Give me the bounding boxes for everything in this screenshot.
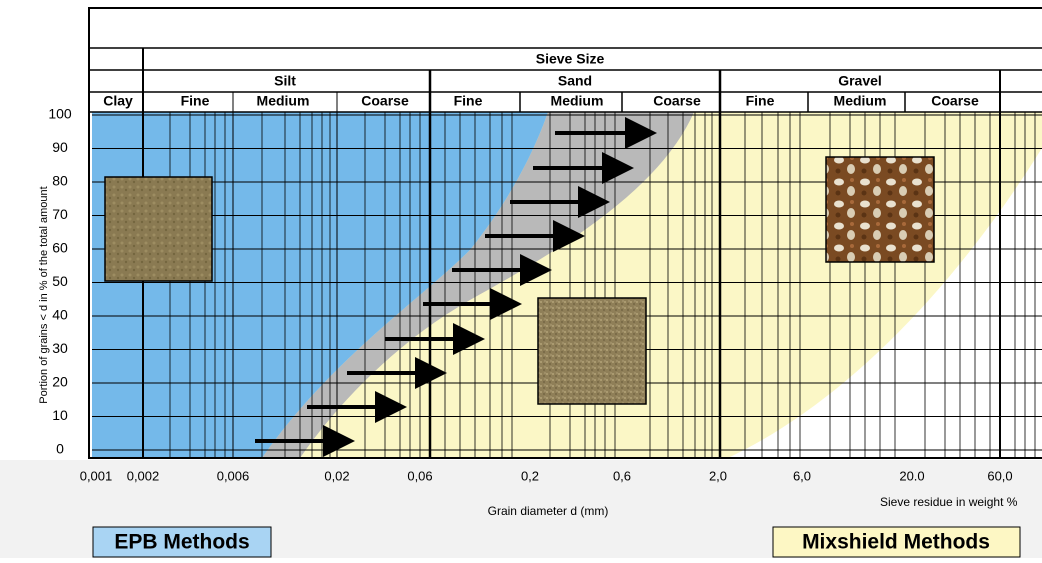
method-label: EPB Methods bbox=[114, 531, 249, 554]
x-tick-label: 0,006 bbox=[217, 468, 250, 483]
x-tick-label: 2,0 bbox=[709, 468, 727, 483]
y-tick-label: 40 bbox=[52, 307, 68, 323]
x-tick-label: 60,0 bbox=[987, 468, 1012, 483]
x-tick-label: 0,2 bbox=[521, 468, 539, 483]
class-label: Medium bbox=[257, 93, 310, 109]
class-label: Fine bbox=[746, 93, 775, 109]
frame bbox=[88, 7, 1042, 459]
y-tick-label: 50 bbox=[52, 273, 68, 289]
class-label: Coarse bbox=[653, 93, 701, 109]
class-label: Clay bbox=[103, 93, 133, 109]
white-region bbox=[728, 148, 1042, 458]
class-label: Fine bbox=[181, 93, 210, 109]
sand-image bbox=[537, 297, 647, 405]
class-label: Fine bbox=[454, 93, 483, 109]
class-label: Medium bbox=[551, 93, 604, 109]
y-tick-label: 20 bbox=[52, 374, 68, 390]
x-tick-label: 0,02 bbox=[324, 468, 349, 483]
x-tick-label: 0,6 bbox=[613, 468, 631, 483]
group-label: Silt bbox=[274, 73, 296, 89]
y-tick-label: 10 bbox=[52, 407, 68, 423]
y-axis-label: Portion of grains < d in % of the total … bbox=[38, 186, 50, 403]
class-label: Medium bbox=[834, 93, 887, 109]
x-tick-label: 0,001 bbox=[80, 468, 113, 483]
x-axis-label: Grain diameter d (mm) bbox=[488, 504, 609, 518]
class-label: Coarse bbox=[931, 93, 979, 109]
header-title: Sieve Size bbox=[536, 51, 605, 67]
group-label: Sand bbox=[558, 73, 592, 89]
y-tick-label: 90 bbox=[52, 139, 68, 155]
x-tick-label: 20.0 bbox=[899, 468, 924, 483]
clay-image bbox=[104, 176, 213, 282]
x-tick-label: 6,0 bbox=[793, 468, 811, 483]
group-label: Gravel bbox=[838, 73, 882, 89]
epb-box bbox=[92, 526, 272, 558]
secondary-label: Sieve residue in weight % bbox=[880, 495, 1018, 509]
y-tick-label: 100 bbox=[48, 106, 72, 122]
y-tick-label: 30 bbox=[52, 340, 68, 356]
mixshield-box bbox=[772, 526, 1021, 558]
x-tick-label: 0,06 bbox=[407, 468, 432, 483]
x-tick-label: 0,002 bbox=[127, 468, 160, 483]
y-tick-label: 0 bbox=[56, 441, 64, 457]
y-tick-label: 70 bbox=[52, 206, 68, 222]
arrows bbox=[255, 117, 657, 457]
method-label: Mixshield Methods bbox=[802, 531, 990, 554]
gravel-image bbox=[825, 156, 935, 263]
y-tick-label: 60 bbox=[52, 240, 68, 256]
y-tick-label: 80 bbox=[52, 173, 68, 189]
class-label: Coarse bbox=[361, 93, 409, 109]
